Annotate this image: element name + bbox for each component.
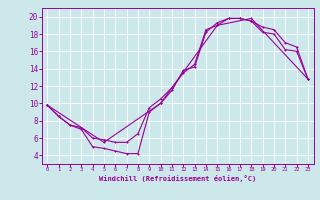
X-axis label: Windchill (Refroidissement éolien,°C): Windchill (Refroidissement éolien,°C) <box>99 175 256 182</box>
